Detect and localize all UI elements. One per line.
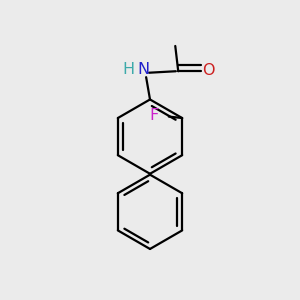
Text: F: F [149, 109, 159, 124]
Text: O: O [202, 62, 215, 77]
Text: H: H [122, 62, 134, 77]
Text: N: N [137, 62, 149, 77]
